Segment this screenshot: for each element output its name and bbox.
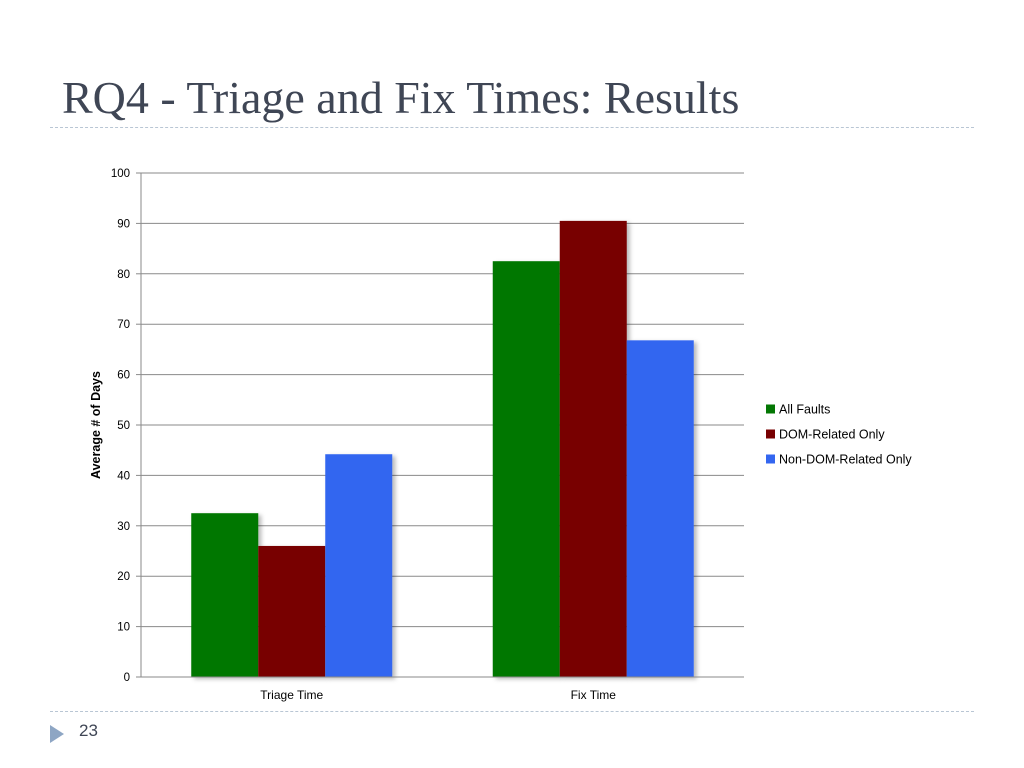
bar-non-dom-related-only-0 — [325, 454, 393, 677]
title-divider — [50, 127, 974, 128]
legend-swatch — [766, 404, 775, 414]
y-tick-label: 50 — [117, 420, 130, 432]
footer-divider — [50, 711, 974, 712]
x-tick-label: Fix Time — [571, 688, 617, 702]
bar-non-dom-related-only-1 — [626, 340, 694, 677]
y-tick-label: 40 — [117, 470, 130, 482]
y-tick-label: 10 — [117, 622, 130, 634]
bar-dom-related-only-0 — [258, 545, 326, 677]
y-tick-label: 30 — [117, 521, 130, 533]
axes: 0 10 20 30 40 50 60 70 80 90 100 Triage Time Fix Tim… — [111, 168, 744, 702]
y-tick-label: 90 — [117, 218, 130, 230]
bars — [191, 220, 694, 677]
y-tick-label: 0 — [124, 672, 130, 684]
y-tick-label: 70 — [117, 319, 130, 331]
legend-label: Non-DOM-Related Only — [779, 453, 912, 467]
legend: All Faults DOM-Related Only Non-DOM-Relate… — [766, 403, 912, 467]
y-tick-label: 80 — [117, 269, 130, 281]
y-tick-label: 60 — [117, 370, 130, 382]
bar-all-faults-1 — [492, 261, 560, 677]
slide-title: RQ4 - Triage and Fix Times: Results — [62, 72, 740, 123]
legend-label: All Faults — [779, 403, 830, 417]
legend-swatch — [766, 454, 775, 464]
bar-all-faults-0 — [191, 513, 259, 677]
bar-dom-related-only-1 — [559, 220, 627, 677]
y-axis-title: Average # of Days — [89, 371, 103, 479]
legend-swatch — [766, 429, 775, 439]
slide-bullet-icon — [50, 725, 64, 743]
y-tick-label: 100 — [111, 168, 130, 180]
legend-label: DOM-Related Only — [779, 428, 885, 442]
y-tick-label: 20 — [117, 571, 130, 583]
page-number: 23 — [79, 721, 98, 740]
x-tick-label: Triage Time — [260, 688, 323, 702]
